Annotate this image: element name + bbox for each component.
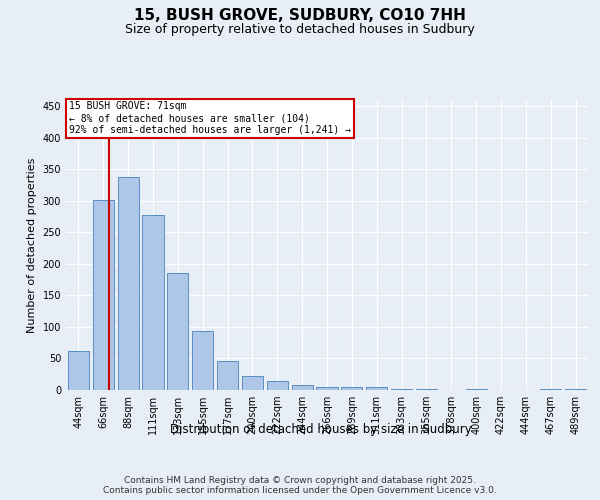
Bar [242, 376, 263, 390]
Bar [565, 388, 586, 390]
Text: 15, BUSH GROVE, SUDBURY, CO10 7HH: 15, BUSH GROVE, SUDBURY, CO10 7HH [134, 8, 466, 22]
Bar [366, 388, 387, 390]
Bar [341, 387, 362, 390]
Bar [118, 177, 139, 390]
Bar [217, 361, 238, 390]
Text: 15 BUSH GROVE: 71sqm
← 8% of detached houses are smaller (104)
92% of semi-detac: 15 BUSH GROVE: 71sqm ← 8% of detached ho… [68, 102, 350, 134]
Bar [142, 214, 164, 390]
Text: Size of property relative to detached houses in Sudbury: Size of property relative to detached ho… [125, 22, 475, 36]
Bar [391, 388, 412, 390]
Bar [316, 387, 338, 390]
Bar [267, 381, 288, 390]
Text: Contains HM Land Registry data © Crown copyright and database right 2025.
Contai: Contains HM Land Registry data © Crown c… [103, 476, 497, 495]
Bar [68, 351, 89, 390]
Bar [93, 200, 114, 390]
Bar [192, 332, 213, 390]
Bar [167, 274, 188, 390]
Y-axis label: Number of detached properties: Number of detached properties [27, 158, 37, 332]
Bar [292, 385, 313, 390]
Text: Distribution of detached houses by size in Sudbury: Distribution of detached houses by size … [170, 422, 472, 436]
